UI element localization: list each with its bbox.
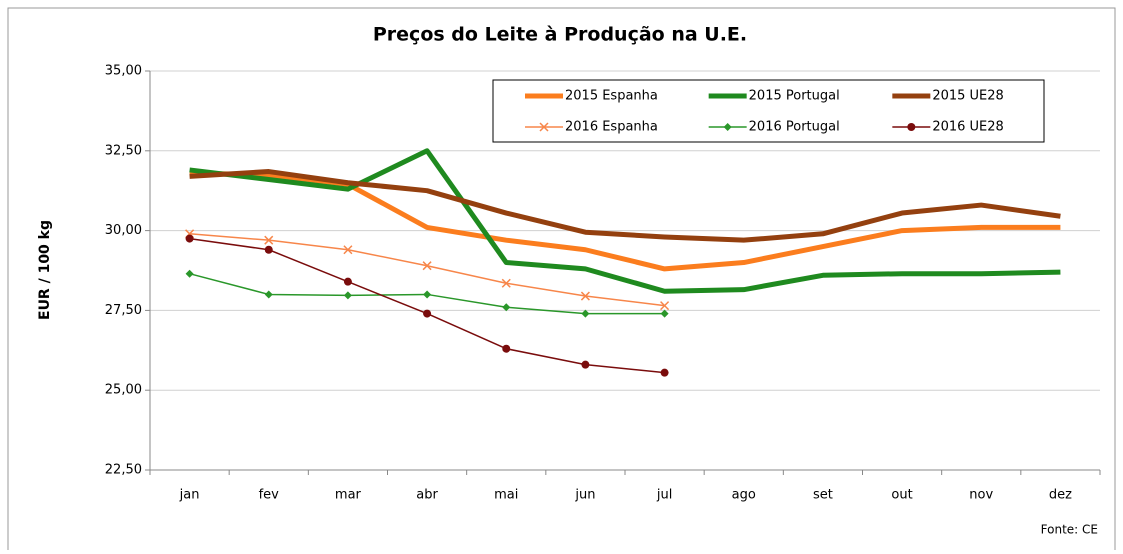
point — [423, 309, 432, 318]
y-tick-label: 25,00 — [105, 383, 142, 398]
x-tick-label: nov — [969, 488, 993, 503]
legend-box — [492, 79, 1045, 143]
x-tick-label: jul — [656, 488, 672, 503]
point — [185, 269, 194, 278]
point — [581, 360, 590, 369]
point — [660, 309, 669, 318]
point — [580, 291, 590, 301]
y-tick-label: 35,00 — [105, 64, 142, 79]
point — [501, 278, 511, 288]
x-tick-label: mai — [494, 488, 518, 503]
y-tick-label: 27,50 — [105, 303, 142, 318]
point — [185, 234, 194, 243]
x-tick-label: dez — [1049, 488, 1072, 503]
legend-label: 2016 Portugal — [749, 120, 840, 135]
point — [660, 301, 670, 311]
source: Fonte: CE — [1041, 523, 1098, 537]
x-tick-label: ago — [732, 488, 756, 503]
point — [264, 235, 274, 245]
point — [264, 245, 273, 254]
series-line — [189, 169, 1061, 243]
legend-label: 2015 Espanha — [565, 89, 658, 104]
chart-title: Preços do Leite à Produção na U.E. — [373, 24, 747, 46]
point — [343, 245, 353, 255]
legend-label: 2016 UE28 — [932, 120, 1004, 135]
x-tick-label: out — [891, 488, 912, 503]
point — [423, 290, 432, 299]
x-tick-label: set — [813, 488, 833, 503]
y-tick-label: 22,50 — [105, 463, 142, 478]
legend-marker — [723, 123, 732, 131]
point — [660, 368, 669, 377]
legend-label: 2016 Espanha — [565, 120, 658, 135]
point — [581, 309, 590, 318]
point — [343, 291, 352, 300]
point — [502, 344, 511, 353]
point — [502, 303, 511, 312]
y-tick-label: 30,00 — [105, 223, 142, 238]
y-tick-label: 32,50 — [105, 143, 142, 158]
legend-marker — [907, 123, 916, 131]
x-tick-label: fev — [259, 488, 280, 503]
point — [343, 277, 352, 286]
y-axis-label: EUR / 100 kg — [37, 220, 53, 320]
x-tick-label: jan — [179, 488, 200, 503]
series-line — [189, 148, 1061, 294]
legend-label: 2015 UE28 — [932, 89, 1004, 104]
x-tick-label: jun — [574, 488, 595, 503]
point — [264, 290, 273, 299]
x-tick-label: mar — [335, 488, 362, 503]
legend-marker — [539, 122, 549, 132]
legend-label: 2015 Portugal — [749, 89, 840, 104]
point — [422, 261, 432, 271]
x-tick-label: abr — [416, 488, 438, 503]
